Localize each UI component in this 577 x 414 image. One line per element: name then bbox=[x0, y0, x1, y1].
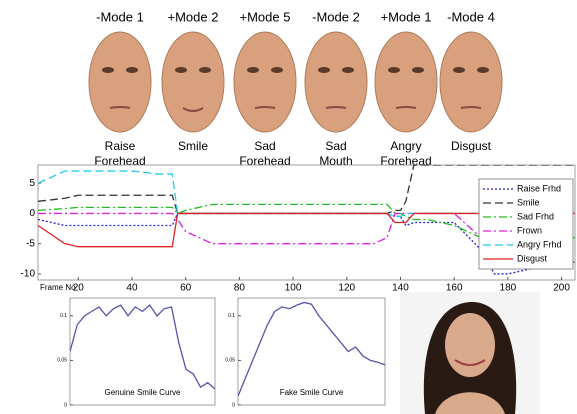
photo bbox=[400, 292, 540, 414]
face bbox=[89, 32, 151, 132]
mode-label: +Mode 2 bbox=[168, 9, 219, 24]
y-tick-label: 0.05 bbox=[225, 358, 235, 364]
legend-label: Smile bbox=[517, 197, 540, 207]
legend-label: Angry Frhd bbox=[517, 239, 562, 249]
y-tick-label: 0 bbox=[232, 402, 235, 408]
y-tick-label: 5 bbox=[29, 178, 35, 189]
x-tick-label: 140 bbox=[392, 283, 409, 294]
x-tick-label: 120 bbox=[338, 283, 355, 294]
x-tick-label: 100 bbox=[285, 283, 302, 294]
chart: 0 0.05 0.1 Fake Smile Curve bbox=[225, 298, 385, 408]
eye bbox=[247, 67, 259, 73]
chart: 0 0.05 0.1 Genuine Smile Curve bbox=[57, 298, 215, 408]
chart-title: Fake Smile Curve bbox=[280, 388, 344, 397]
expression-label: Raise bbox=[105, 139, 136, 153]
x-tick-label: 180 bbox=[500, 283, 517, 294]
mouth bbox=[110, 107, 130, 108]
face bbox=[440, 32, 502, 132]
eye bbox=[388, 67, 400, 73]
eye bbox=[453, 67, 465, 73]
eye bbox=[199, 67, 211, 73]
legend-label: Frown bbox=[517, 225, 542, 235]
legend-label: Sad Frhd bbox=[517, 211, 554, 221]
eye bbox=[477, 67, 489, 73]
y-tick-label: 0.1 bbox=[60, 313, 67, 319]
x-axis-label: Frame No bbox=[40, 283, 76, 292]
chart-title: Genuine Smile Curve bbox=[104, 388, 181, 397]
x-tick-label: 40 bbox=[126, 283, 138, 294]
x-tick-label: 80 bbox=[234, 283, 246, 294]
y-tick-label: -10 bbox=[21, 269, 36, 280]
face bbox=[375, 32, 437, 132]
y-tick-label: 0 bbox=[64, 402, 67, 408]
legend-label: Disgust bbox=[517, 253, 548, 263]
y-tick-label: 0.05 bbox=[57, 358, 67, 364]
eye bbox=[102, 67, 114, 73]
x-tick-label: 200 bbox=[553, 283, 570, 294]
figure: -Mode 1RaiseForehead+Mode 2Smile+Mode 5S… bbox=[0, 0, 577, 414]
eye bbox=[412, 67, 424, 73]
x-tick-label: 60 bbox=[180, 283, 192, 294]
eye bbox=[126, 67, 138, 73]
y-tick-label: 0 bbox=[29, 208, 35, 219]
mouth bbox=[396, 107, 416, 108]
y-tick-label: 0.1 bbox=[228, 313, 235, 319]
mouth bbox=[255, 107, 275, 108]
face bbox=[234, 32, 296, 132]
x-tick-label: 160 bbox=[446, 283, 463, 294]
mode-label: -Mode 1 bbox=[96, 9, 144, 24]
eye bbox=[271, 67, 283, 73]
eye bbox=[318, 67, 330, 73]
expression-label: Sad bbox=[325, 139, 346, 153]
eye bbox=[175, 67, 187, 73]
expression-label: Sad bbox=[254, 139, 275, 153]
legend-label: Raise Frhd bbox=[517, 183, 561, 193]
eye bbox=[342, 67, 354, 73]
expression-label: Smile bbox=[178, 139, 208, 153]
expression-label: Disgust bbox=[451, 139, 492, 153]
y-tick-label: -5 bbox=[26, 238, 35, 249]
expression-label: Angry bbox=[390, 139, 421, 153]
mode-label: -Mode 4 bbox=[447, 9, 495, 24]
mode-label: +Mode 5 bbox=[240, 9, 291, 24]
face bbox=[305, 32, 367, 132]
mode-label: -Mode 2 bbox=[312, 9, 360, 24]
face bbox=[162, 32, 224, 132]
mouth bbox=[461, 107, 481, 108]
mode-label: +Mode 1 bbox=[381, 9, 432, 24]
mouth bbox=[326, 107, 346, 108]
